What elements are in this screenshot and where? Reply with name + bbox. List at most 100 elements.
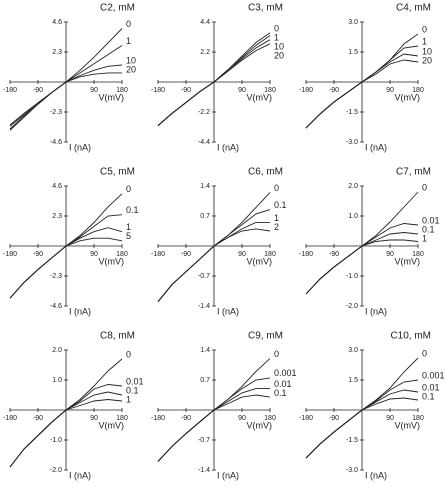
series-label: 0.1 — [422, 391, 435, 401]
x-tick-label: -90 — [181, 415, 191, 422]
y-tick-label: 4.6 — [52, 183, 62, 190]
series-label: 20 — [274, 50, 284, 60]
x-tick-label: -180 — [3, 87, 17, 94]
x-tick-label: -90 — [181, 87, 191, 94]
x-tick-label: 90 — [386, 251, 394, 258]
x-tick-label: 180 — [116, 415, 128, 422]
x-tick-label: 90 — [238, 87, 246, 94]
y-tick-label: -3.0 — [346, 139, 358, 146]
y-tick-label: 2.2 — [200, 49, 210, 56]
y-tick-label: -4.4 — [198, 139, 210, 146]
y-tick-label: -2.3 — [50, 109, 62, 116]
x-tick-label: -90 — [329, 251, 339, 258]
x-tick-label: -180 — [151, 251, 165, 258]
x-tick-label: 180 — [116, 251, 128, 258]
x-tick-label: -180 — [151, 87, 165, 94]
x-tick-label: -180 — [3, 415, 17, 422]
y-tick-label: -0.7 — [198, 273, 210, 280]
panel-title: C7, mM — [396, 167, 431, 178]
x-tick-label: -90 — [329, 415, 339, 422]
panel-title: C9, mM — [248, 331, 283, 342]
series-label: 1 — [274, 213, 279, 223]
y-axis-label: I (nA) — [365, 142, 387, 152]
y-tick-label: -0.7 — [198, 437, 210, 444]
series-label: 1 — [422, 36, 427, 46]
y-tick-label: 2.0 — [52, 347, 62, 354]
x-axis-label: V(mV) — [247, 256, 273, 266]
iv-curve — [305, 239, 419, 295]
series-label: 0 — [274, 23, 279, 33]
x-axis-label: V(mV) — [99, 256, 125, 266]
series-label: 0 — [274, 349, 279, 359]
y-axis-label: I (nA) — [217, 306, 239, 316]
y-axis-label: I (nA) — [69, 142, 91, 152]
y-axis-label: I (nA) — [365, 470, 387, 480]
series-label: 10 — [422, 46, 432, 56]
series-label: 0.001 — [422, 370, 445, 380]
x-tick-label: -90 — [33, 415, 43, 422]
y-tick-label: -1.5 — [346, 109, 358, 116]
y-tick-label: -1.4 — [198, 467, 210, 474]
series-label: 0 — [422, 182, 427, 192]
x-tick-label: 180 — [412, 251, 424, 258]
y-tick-label: 4.4 — [200, 19, 210, 26]
series-label: 0.1 — [126, 205, 139, 215]
x-tick-label: 90 — [90, 87, 98, 94]
series-label: 20 — [126, 64, 136, 74]
y-tick-label: 2.3 — [52, 49, 62, 56]
y-tick-label: 2.3 — [52, 213, 62, 220]
x-axis-label: V(mV) — [247, 92, 273, 102]
y-tick-label: -1.5 — [346, 437, 358, 444]
y-axis-label: I (nA) — [69, 306, 91, 316]
series-label: 0 — [274, 183, 279, 193]
iv-curve — [157, 394, 271, 462]
y-tick-label: -1.0 — [50, 437, 62, 444]
iv-curve — [305, 59, 419, 129]
series-label: 0.1 — [126, 385, 139, 395]
series-label: 5 — [126, 231, 131, 241]
series-label: 1 — [126, 36, 131, 46]
series-label: 0.01 — [126, 376, 144, 386]
series-label: 0.01 — [422, 382, 440, 392]
series-label: 0 — [126, 184, 131, 194]
x-axis-label: V(mV) — [99, 92, 125, 102]
series-label: 10 — [126, 55, 136, 65]
x-tick-label: 180 — [264, 87, 276, 94]
series-label: 0 — [422, 24, 427, 34]
y-axis-label: I (nA) — [217, 142, 239, 152]
y-tick-label: -3.0 — [346, 467, 358, 474]
panel-title: C3, mM — [248, 3, 283, 14]
y-tick-label: 1.4 — [200, 347, 210, 354]
y-tick-label: 0.7 — [200, 213, 210, 220]
series-label: 0.01 — [274, 379, 292, 389]
x-tick-label: -180 — [299, 87, 313, 94]
x-tick-label: -180 — [299, 415, 313, 422]
series-label: 0 — [422, 348, 427, 358]
iv-curve — [9, 237, 123, 299]
x-tick-label: -90 — [181, 251, 191, 258]
y-tick-label: 3.0 — [348, 19, 358, 26]
series-label: 1 — [126, 394, 131, 404]
y-axis-label: I (nA) — [365, 306, 387, 316]
x-tick-label: -90 — [33, 251, 43, 258]
panel-title: C4, mM — [396, 3, 431, 14]
x-tick-label: 90 — [386, 415, 394, 422]
panel-title: C5, mM — [100, 167, 135, 178]
x-tick-label: 90 — [90, 251, 98, 258]
y-tick-label: -1.4 — [198, 303, 210, 310]
x-tick-label: 180 — [116, 87, 128, 94]
iv-curve — [9, 72, 122, 131]
x-tick-label: 90 — [386, 87, 394, 94]
y-tick-label: 1.0 — [52, 377, 62, 384]
series-label: 0.1 — [274, 200, 287, 210]
iv-curve — [305, 397, 419, 459]
panel-title: C6, mM — [248, 167, 283, 178]
y-tick-label: 1.4 — [200, 183, 210, 190]
y-tick-label: -1.0 — [346, 273, 358, 280]
x-tick-label: 90 — [238, 415, 246, 422]
series-label: 1 — [126, 222, 131, 232]
x-tick-label: 90 — [238, 251, 246, 258]
y-tick-label: 1.5 — [348, 377, 358, 384]
x-tick-label: 180 — [264, 251, 276, 258]
